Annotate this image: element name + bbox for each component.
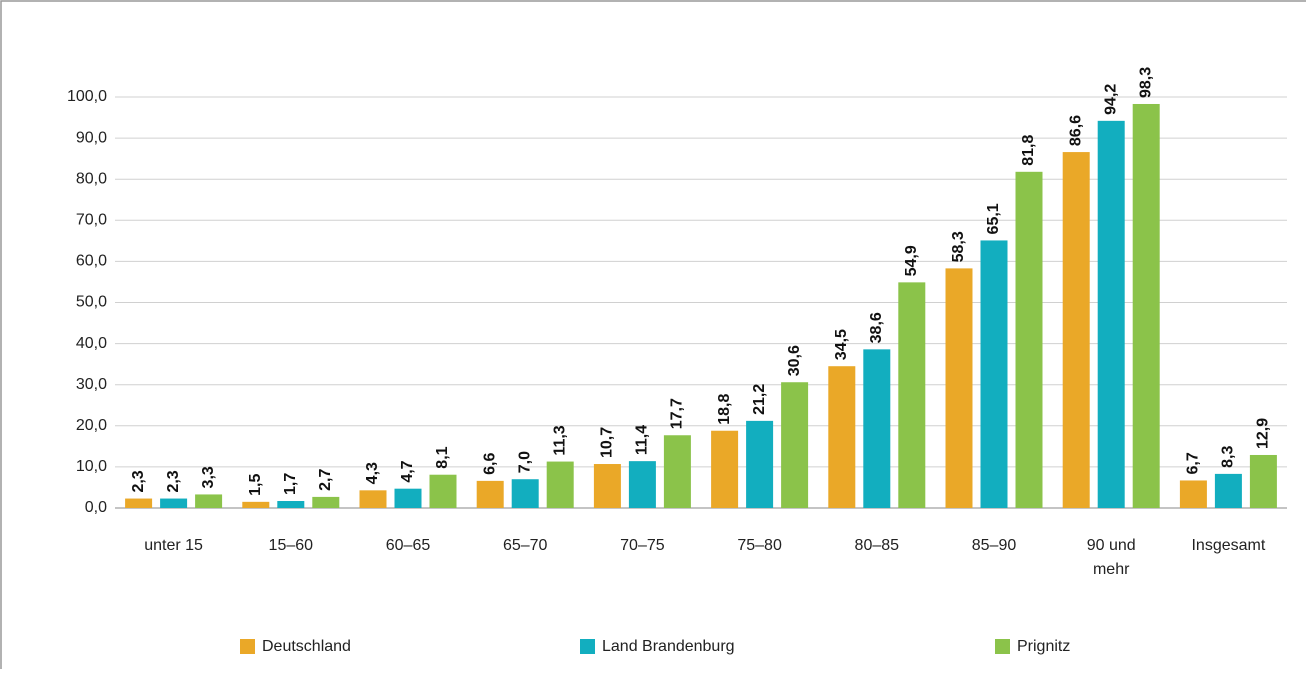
- bar: [511, 479, 539, 508]
- x-tick-label: 70–75: [620, 537, 665, 554]
- y-tick-label: 100,0: [67, 88, 107, 105]
- bar: [546, 461, 574, 508]
- bar: [1214, 473, 1242, 508]
- bar: [663, 435, 691, 508]
- value-label: 4,7: [399, 460, 416, 482]
- value-label: 17,7: [669, 398, 686, 429]
- legend-label: Deutschland: [262, 638, 351, 655]
- y-tick-label: 80,0: [76, 170, 107, 187]
- bar: [429, 474, 457, 508]
- y-tick-label: 50,0: [76, 294, 107, 311]
- x-tick-label: 65–70: [503, 537, 548, 554]
- bar: [828, 366, 856, 508]
- value-label: 6,7: [1185, 452, 1202, 474]
- bar: [980, 240, 1008, 508]
- legend-label: Prignitz: [1017, 638, 1070, 655]
- y-tick-label: 40,0: [76, 335, 107, 352]
- value-label: 8,3: [1220, 446, 1237, 468]
- value-label: 1,7: [282, 473, 299, 495]
- value-label: 2,7: [317, 469, 334, 491]
- bar: [1249, 454, 1277, 508]
- value-label: 21,2: [751, 384, 768, 415]
- x-tick-label: 85–90: [972, 537, 1017, 554]
- bar: [1015, 171, 1043, 508]
- bar: [242, 501, 270, 508]
- x-tick-label: 60–65: [386, 537, 431, 554]
- value-label: 58,3: [950, 231, 967, 262]
- bar: [628, 461, 656, 508]
- value-label: 7,0: [516, 451, 533, 473]
- bar: [863, 349, 891, 508]
- value-label: 12,9: [1255, 418, 1272, 449]
- bar: [1179, 480, 1207, 508]
- y-tick-label: 20,0: [76, 417, 107, 434]
- value-label: 3,3: [200, 466, 217, 488]
- y-tick-label: 70,0: [76, 212, 107, 229]
- bar: [898, 282, 926, 508]
- x-tick-label: 80–85: [855, 537, 900, 554]
- bar: [1097, 120, 1125, 508]
- bar: [277, 501, 305, 508]
- value-label: 10,7: [599, 427, 616, 458]
- bar: [195, 494, 223, 508]
- x-tick-label: 75–80: [737, 537, 782, 554]
- value-label: 1,5: [247, 473, 264, 495]
- value-label: 4,3: [364, 462, 381, 484]
- y-tick-label: 90,0: [76, 129, 107, 146]
- bar: [593, 464, 621, 508]
- legend-swatch: [240, 639, 255, 654]
- bar: [781, 382, 809, 508]
- value-label: 2,3: [165, 470, 182, 492]
- value-label: 11,4: [634, 425, 651, 455]
- y-tick-label: 60,0: [76, 253, 107, 270]
- legend-swatch: [580, 639, 595, 654]
- bar: [125, 498, 153, 508]
- bar: [1062, 152, 1090, 508]
- bar: [359, 490, 387, 508]
- value-label: 81,8: [1020, 135, 1037, 166]
- value-label: 65,1: [985, 203, 1002, 234]
- bar: [711, 430, 739, 508]
- x-tick-label: unter 15: [144, 537, 203, 554]
- value-label: 98,3: [1137, 67, 1154, 98]
- bar: [746, 420, 774, 508]
- value-label: 18,8: [716, 393, 733, 424]
- value-label: 6,6: [481, 453, 498, 475]
- bar: [945, 268, 973, 508]
- value-label: 30,6: [786, 345, 803, 376]
- bar: [476, 480, 504, 508]
- bar: [312, 496, 340, 508]
- legend-label: Land Brandenburg: [602, 638, 735, 655]
- x-tick-label: Insgesamt: [1191, 537, 1265, 554]
- value-label: 2,3: [130, 470, 147, 492]
- value-label: 11,3: [551, 425, 568, 455]
- y-tick-label: 30,0: [76, 376, 107, 393]
- value-label: 54,9: [903, 245, 920, 276]
- y-tick-label: 0,0: [85, 499, 107, 516]
- value-label: 34,5: [833, 329, 850, 360]
- bar: [394, 488, 422, 508]
- value-label: 94,2: [1102, 84, 1119, 115]
- x-tick-label: 15–60: [269, 537, 314, 554]
- value-label: 8,1: [434, 446, 451, 468]
- legend-swatch: [995, 639, 1010, 654]
- y-tick-label: 10,0: [76, 458, 107, 475]
- bar: [1132, 103, 1160, 508]
- value-label: 86,6: [1067, 115, 1084, 146]
- x-tick-label: 90 und mehr: [1087, 537, 1136, 578]
- bar: [160, 498, 188, 508]
- value-label: 38,6: [868, 312, 885, 343]
